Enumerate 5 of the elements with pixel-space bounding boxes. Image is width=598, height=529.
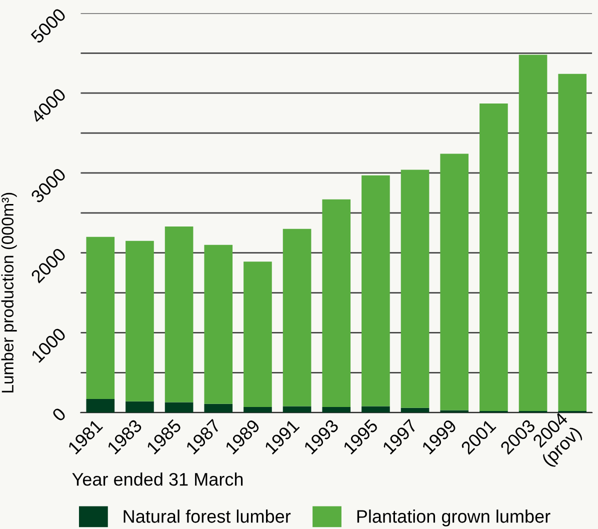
legend-label: Plantation grown lumber (357, 510, 550, 526)
legend-label: Natural forest lumber (124, 510, 291, 523)
x-axis-title: Year ended 31 March (72, 472, 243, 486)
y-tick-label: 0 (51, 406, 67, 422)
y-axis-title: Lumber production (000m³) (1, 192, 17, 392)
